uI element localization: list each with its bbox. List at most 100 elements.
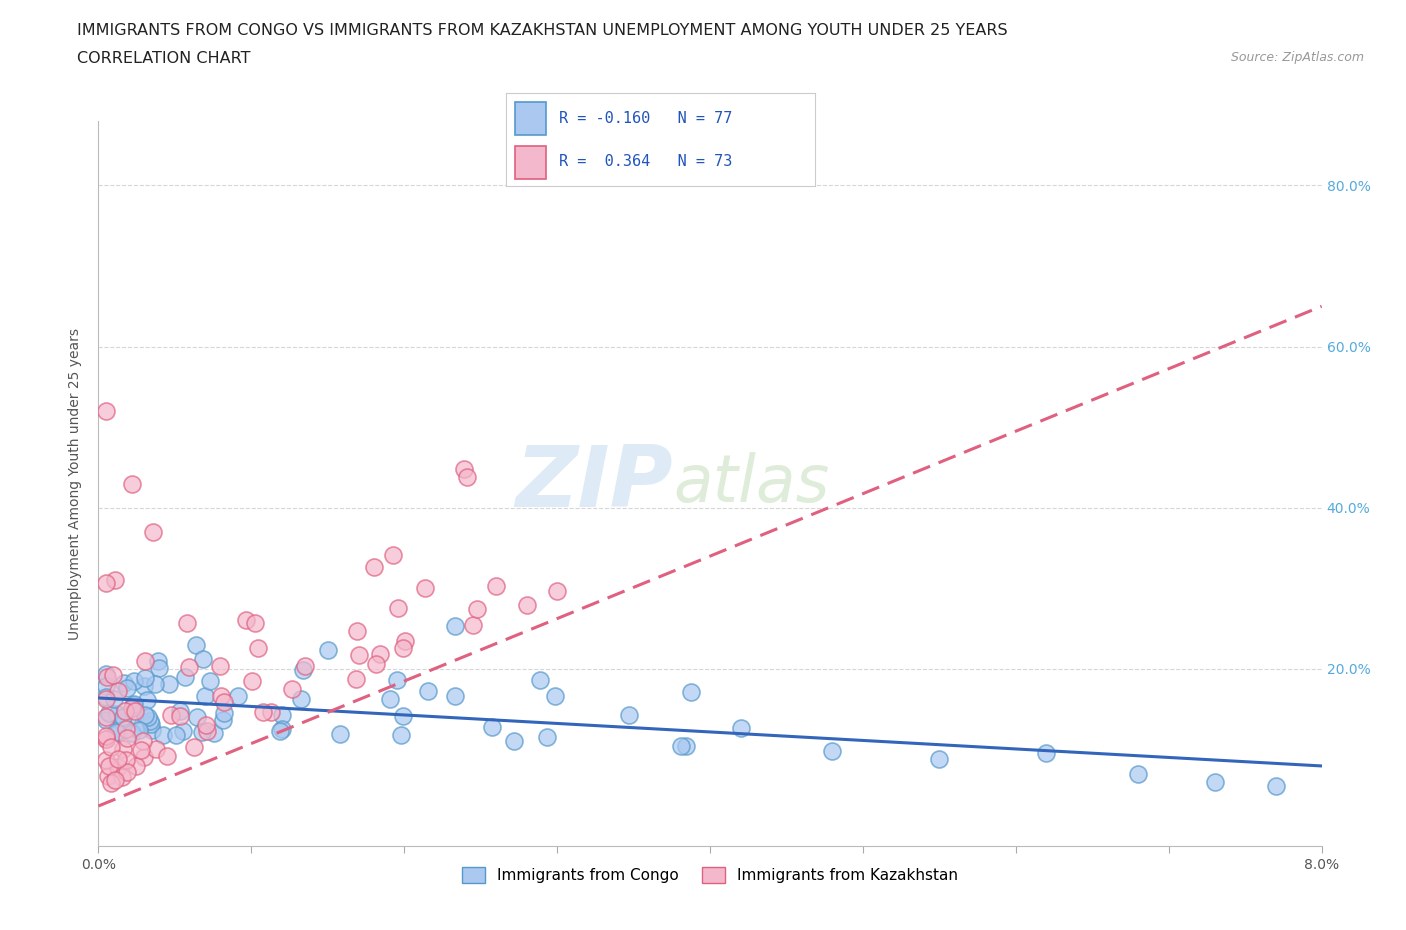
Point [184, 637, 207, 652]
Point [821, 743, 844, 758]
Point [169, 703, 191, 718]
Point [157, 676, 180, 691]
Point [186, 709, 208, 724]
Point [124, 708, 146, 723]
Point [669, 738, 692, 753]
Point [143, 676, 166, 691]
Point [94, 692, 117, 707]
Text: CORRELATION CHART: CORRELATION CHART [77, 51, 250, 66]
Legend: Immigrants from Congo, Immigrants from Kazakhstan: Immigrants from Congo, Immigrants from K… [456, 861, 965, 889]
Point [94, 678, 117, 693]
Point [260, 704, 283, 719]
Point [124, 703, 146, 718]
Point [141, 716, 163, 731]
Point [183, 739, 205, 754]
Text: atlas: atlas [673, 452, 830, 515]
Point [212, 706, 235, 721]
Point [485, 578, 508, 593]
Point [125, 759, 148, 774]
Point [148, 660, 170, 675]
Point [269, 724, 291, 738]
Point [122, 697, 145, 711]
Point [176, 616, 198, 631]
Text: R = -0.160   N = 77: R = -0.160 N = 77 [558, 111, 733, 126]
Text: IMMIGRANTS FROM CONGO VS IMMIGRANTS FROM KAZAKHSTAN UNEMPLOYMENT AMONG YOUTH UND: IMMIGRANTS FROM CONGO VS IMMIGRANTS FROM… [77, 23, 1008, 38]
Point [443, 688, 465, 703]
Point [94, 729, 117, 744]
Point [117, 730, 139, 745]
Point [146, 654, 169, 669]
Point [235, 612, 257, 627]
Point [131, 715, 153, 730]
Point [243, 616, 266, 631]
Point [105, 707, 128, 722]
Point [456, 470, 478, 485]
Point [195, 724, 218, 738]
Point [392, 708, 415, 723]
Point [202, 725, 225, 740]
Point [96, 670, 118, 684]
Point [212, 712, 235, 727]
Point [98, 706, 121, 721]
Point [681, 684, 703, 699]
Point [104, 724, 127, 739]
Point [139, 713, 162, 728]
Point [370, 646, 392, 661]
Point [346, 623, 368, 638]
Point [111, 770, 134, 785]
Point [122, 698, 145, 712]
Point [208, 658, 231, 673]
Point [226, 688, 249, 703]
Point [195, 717, 218, 732]
Point [453, 461, 475, 476]
Point [121, 476, 143, 491]
Point [128, 723, 150, 737]
Point [135, 693, 157, 708]
Point [94, 731, 117, 746]
Point [270, 722, 292, 737]
Point [160, 708, 183, 723]
Point [100, 739, 122, 754]
Point [294, 659, 316, 674]
Point [114, 703, 136, 718]
Point [214, 695, 236, 710]
Point [121, 725, 143, 740]
Point [387, 600, 409, 615]
Point [928, 751, 950, 766]
Point [115, 722, 138, 737]
Point [107, 725, 129, 740]
Point [316, 643, 339, 658]
Point [1264, 778, 1286, 793]
Point [730, 721, 752, 736]
Point [193, 688, 215, 703]
Point [134, 671, 156, 685]
Point [142, 525, 165, 539]
Point [529, 672, 551, 687]
Point [100, 776, 122, 790]
Point [112, 742, 135, 757]
Point [1128, 766, 1150, 781]
Point [152, 728, 174, 743]
Point [107, 760, 129, 775]
Point [240, 673, 263, 688]
Point [112, 710, 135, 724]
Point [101, 668, 124, 683]
Point [344, 671, 367, 686]
Point [145, 741, 167, 756]
Point [114, 753, 136, 768]
Point [104, 573, 127, 588]
Point [1204, 775, 1226, 790]
Point [349, 647, 371, 662]
Point [290, 692, 312, 707]
Point [172, 724, 194, 738]
Point [413, 581, 436, 596]
Point [94, 731, 117, 746]
Point [94, 690, 117, 705]
Point [675, 738, 697, 753]
Point [444, 618, 467, 633]
Point [389, 727, 412, 742]
Point [363, 560, 385, 575]
Point [94, 710, 117, 724]
Point [546, 584, 568, 599]
Point [107, 684, 129, 698]
